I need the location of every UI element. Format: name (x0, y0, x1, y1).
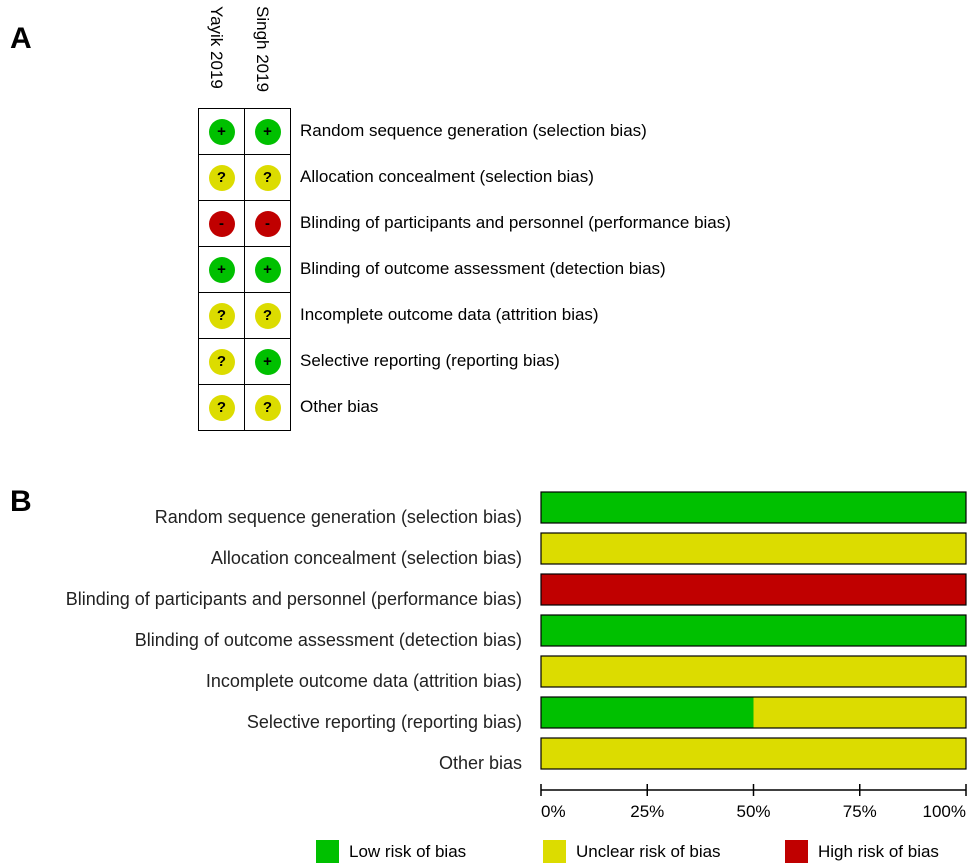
bar-segment-unclear (541, 738, 966, 769)
grid-row: ?? (199, 293, 291, 339)
domain-label: Other bias (300, 397, 379, 416)
category-label: Allocation concealment (selection bias) (210, 547, 522, 568)
unclear-risk-icon: ? (208, 302, 235, 329)
domain-label: Allocation concealment (selection bias) (300, 167, 594, 186)
category-label: Random sequence generation (selection bi… (154, 506, 522, 527)
bar-outline (540, 737, 967, 770)
legend-swatch-unclear (543, 840, 566, 863)
legend-swatch-high (785, 840, 808, 863)
domain-label: Random sequence generation (selection bi… (300, 121, 647, 140)
low-risk-icon: + (208, 256, 235, 283)
low-risk-icon: + (208, 118, 235, 145)
unclear-risk-icon: ? (208, 164, 235, 191)
bar-segment-unclear (541, 533, 966, 564)
x-tick-label: 50% (736, 802, 770, 821)
x-tick-label: 100% (923, 802, 966, 821)
domain-label: Incomplete outcome data (attrition bias) (300, 305, 599, 324)
low-risk-icon: + (254, 348, 281, 375)
x-tick-label: 0% (541, 802, 566, 821)
unclear-risk-icon: ? (254, 164, 281, 191)
bar-segment-unclear (753, 697, 966, 728)
high-risk-icon: - (208, 210, 235, 237)
category-label: Blinding of outcome assessment (detectio… (134, 629, 522, 650)
grid-row: ?? (199, 155, 291, 201)
legend-label-low: Low risk of bias (349, 841, 467, 861)
panel-a-label: A (10, 22, 32, 55)
unclear-risk-icon: ? (208, 348, 235, 375)
grid-cell: ? (199, 293, 245, 339)
grid-cell: ? (199, 155, 245, 201)
category-label: Selective reporting (reporting bias) (246, 711, 522, 732)
unclear-risk-icon: ? (254, 394, 281, 421)
x-tick-label: 25% (630, 802, 664, 821)
legend-low: Low risk of bias (316, 840, 466, 863)
grid-cell: + (199, 109, 245, 155)
domain-label: Blinding of participants and personnel (… (300, 213, 731, 232)
bar-outline (540, 614, 967, 647)
study-header-yayik: Yayik 2019 (207, 6, 226, 89)
grid-row: ?? (199, 385, 291, 431)
bar-segment-low (541, 697, 754, 728)
grid-cell: + (245, 247, 291, 293)
grid-row: ? + (199, 339, 291, 385)
grid-cell: ? (199, 339, 245, 385)
bar-outline (540, 573, 967, 606)
grid-row: + + (199, 109, 291, 155)
legend-high: High risk of bias (785, 840, 939, 863)
bar-segment-low (541, 615, 966, 646)
panel-b-label: B (10, 485, 32, 518)
grid-row: + + (199, 247, 291, 293)
category-label: Blinding of participants and personnel (… (65, 588, 522, 609)
legend-swatch-low (316, 840, 339, 863)
bar-outline (540, 491, 967, 524)
grid-cell: ? (245, 385, 291, 431)
grid-cell: + (199, 247, 245, 293)
grid-cell: + (245, 109, 291, 155)
low-risk-icon: + (254, 256, 281, 283)
grid-cell: ? (245, 293, 291, 339)
category-label: Other bias (438, 752, 522, 773)
unclear-risk-icon: ? (254, 302, 281, 329)
study-header-singh: Singh 2019 (253, 6, 272, 93)
risk-of-bias-grid: + +?? - - + +??? +?? (198, 108, 291, 431)
legend-unclear: Unclear risk of bias (543, 840, 721, 863)
bar-outline (540, 655, 967, 688)
bar-outline (540, 532, 967, 565)
unclear-risk-icon: ? (208, 394, 235, 421)
legend-label-high: High risk of bias (818, 841, 939, 861)
bar-outline (540, 696, 967, 729)
legend-label-unclear: Unclear risk of bias (576, 841, 721, 861)
domain-label: Blinding of outcome assessment (detectio… (300, 259, 666, 278)
grid-cell: + (245, 339, 291, 385)
grid-cell: ? (245, 155, 291, 201)
bar-segment-unclear (541, 656, 966, 687)
low-risk-icon: + (254, 118, 281, 145)
high-risk-icon: - (254, 210, 281, 237)
grid-row: -- (199, 201, 291, 247)
bar-segment-low (541, 492, 966, 523)
domain-label: Selective reporting (reporting bias) (300, 351, 560, 370)
grid-cell: ? (199, 385, 245, 431)
grid-cell: - (245, 201, 291, 247)
grid-cell: - (199, 201, 245, 247)
bar-segment-high (541, 574, 966, 605)
category-label: Incomplete outcome data (attrition bias) (205, 670, 522, 691)
x-tick-label: 75% (843, 802, 877, 821)
